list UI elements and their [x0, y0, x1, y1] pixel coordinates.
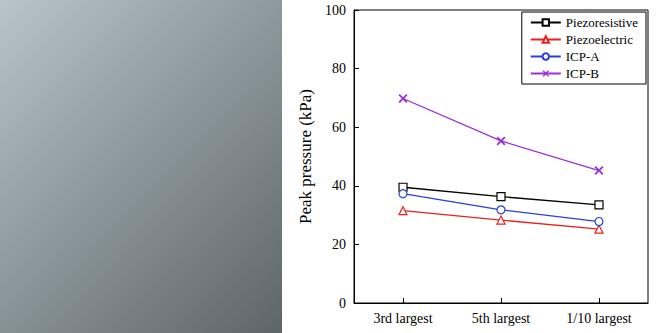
svg-text:Piezoresistive: Piezoresistive [566, 15, 638, 30]
svg-text:ICP-A: ICP-A [566, 49, 601, 64]
svg-text:100: 100 [325, 3, 346, 18]
svg-text:80: 80 [332, 61, 346, 76]
svg-text:20: 20 [332, 237, 346, 252]
svg-text:0: 0 [339, 296, 346, 311]
svg-text:ICP-B: ICP-B [566, 66, 600, 81]
svg-text:60: 60 [332, 120, 346, 135]
svg-text:3rd largest: 3rd largest [373, 311, 432, 326]
svg-text:40: 40 [332, 178, 346, 193]
svg-text:5th largest: 5th largest [472, 311, 531, 326]
svg-text:Piezoelectric: Piezoelectric [566, 32, 633, 47]
svg-text:1/10 largest: 1/10 largest [566, 311, 632, 326]
svg-text:Peak pressure (kPa): Peak pressure (kPa) [296, 89, 315, 224]
